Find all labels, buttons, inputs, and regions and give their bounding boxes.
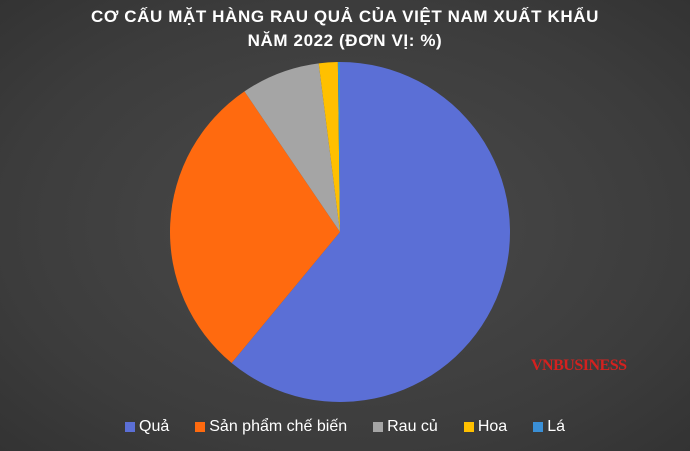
legend-swatch bbox=[125, 422, 135, 432]
legend-swatch bbox=[373, 422, 384, 432]
legend-label: Quả bbox=[139, 418, 170, 435]
pie-slice-0 bbox=[231, 62, 511, 403]
legend-label: Hoa bbox=[477, 418, 508, 435]
pie-slice-4 bbox=[337, 62, 340, 232]
pie-slice-3 bbox=[318, 62, 340, 232]
legend-item: Rau củ bbox=[373, 418, 438, 436]
chart-title-line1: CƠ CẤU MẶT HÀNG RAU QUẢ CỦA VIỆT NAM XUẤ… bbox=[90, 7, 599, 26]
legend-label: Sản phẩm chế biến bbox=[209, 418, 348, 435]
watermark-logo: VNBUSINESS bbox=[531, 357, 627, 374]
legend-label: Rau củ bbox=[387, 418, 438, 435]
legend-swatch bbox=[463, 422, 474, 432]
pie-slice-1 bbox=[169, 91, 340, 363]
legend-item: Hoa bbox=[463, 418, 508, 436]
legend-label: Lá bbox=[547, 418, 565, 435]
legend-swatch bbox=[195, 422, 206, 432]
legend-swatch bbox=[533, 422, 544, 432]
legend-item: Lá bbox=[533, 418, 565, 436]
legend: Quả Sản phẩm chế biến Rau củ Hoa Lá bbox=[0, 418, 690, 436]
pie-slice-2 bbox=[244, 63, 340, 232]
chart-title-line2: NĂM 2022 (ĐƠN VỊ: %) bbox=[247, 31, 443, 50]
legend-item: Quả bbox=[125, 418, 169, 436]
legend-item: Sản phẩm chế biến bbox=[195, 418, 347, 436]
